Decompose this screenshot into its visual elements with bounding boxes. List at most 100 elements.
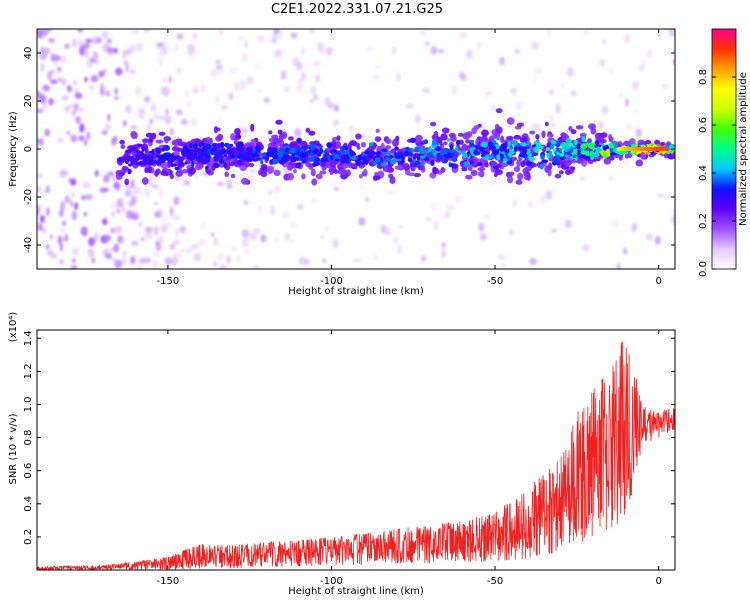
colorbar-label: Normalized spectral amplitude xyxy=(738,72,749,226)
spectrogram-cell xyxy=(228,92,234,101)
spectrogram-cell xyxy=(433,130,439,137)
spectrogram-cell xyxy=(497,254,505,260)
spectrogram-cell xyxy=(285,147,290,153)
spectrogram-cell xyxy=(151,148,155,156)
spectrogram-cell xyxy=(329,155,333,160)
spectrogram-cell xyxy=(662,84,669,89)
spectrogram-cell xyxy=(194,163,203,171)
spectrogram-cell xyxy=(236,254,241,264)
spectrogram-cell xyxy=(438,154,443,160)
spectrogram-cell xyxy=(349,140,357,146)
spectrogram-cell xyxy=(319,170,327,175)
spectrogram-cell xyxy=(252,265,260,269)
spectrogram-cell xyxy=(368,142,374,147)
spectrogram-cell xyxy=(657,193,665,198)
spectrogram-cell xyxy=(212,145,216,150)
spectrogram-cell xyxy=(401,156,405,163)
spectrogram-cell xyxy=(549,143,554,149)
spectrogram-cell xyxy=(592,152,600,158)
spectrogram-cell xyxy=(396,158,402,162)
snr-y-ticks: 0.2 0.4 0.6 0.8 1.0 1.2 1.4 xyxy=(23,330,675,545)
spectrogram-cell xyxy=(369,153,375,158)
spectrogram-cell xyxy=(529,257,537,265)
spectrogram-cell xyxy=(423,139,429,145)
spectrogram-cell xyxy=(508,150,516,155)
spectrogram-cell xyxy=(260,164,268,169)
spectrogram-cell xyxy=(260,234,267,243)
spectrogram-cell xyxy=(44,47,51,55)
spectrogram-cell xyxy=(541,130,546,139)
spectrogram-cell xyxy=(39,51,47,61)
spectrogram-cell xyxy=(372,74,380,81)
spectrogram-cell xyxy=(136,149,141,154)
spectrogram-cell xyxy=(189,149,195,154)
spectrogram-cell xyxy=(522,149,527,155)
spectrogram-cell xyxy=(476,162,483,167)
spectrogram-cell xyxy=(201,220,206,230)
spectrogram-cell xyxy=(286,164,294,171)
spectrogram-cell xyxy=(284,158,289,162)
colorbar-tick-label: 0.2 xyxy=(698,213,709,229)
spectrogram-cell xyxy=(198,152,203,157)
spectrogram-cell xyxy=(563,146,569,152)
spectrogram-cell xyxy=(64,195,70,204)
spectrogram-cell xyxy=(69,103,73,109)
spectrogram-cell xyxy=(541,159,549,163)
spectrogram-cell xyxy=(64,105,70,113)
spectrogram-cell xyxy=(107,171,115,177)
spectrogram-cell xyxy=(441,127,450,134)
spectrogram-cell xyxy=(274,184,280,195)
spectrogram-cell xyxy=(461,150,466,157)
spectrogram-cell xyxy=(545,190,553,201)
spectrogram-cell xyxy=(44,128,51,137)
spectrogram-cell xyxy=(564,169,572,175)
spectrogram-y-tick-label: 40 xyxy=(23,47,34,60)
spectrogram-cell xyxy=(280,70,286,80)
spectrogram-cell xyxy=(99,187,107,193)
spectrogram-cell xyxy=(319,147,324,155)
spectrogram-cell xyxy=(357,154,363,161)
spectrogram-cell xyxy=(435,146,442,152)
spectrogram-cell xyxy=(213,260,218,268)
spectrogram-cell xyxy=(246,146,253,152)
spectrogram-cell xyxy=(111,257,118,263)
spectrogram-cell xyxy=(342,155,350,163)
snr-y-tick-label: 1.4 xyxy=(23,330,34,346)
spectrogram-cell xyxy=(540,194,545,205)
spectrogram-cell xyxy=(272,155,276,159)
spectrogram-cell xyxy=(131,147,138,152)
spectrogram-cell xyxy=(362,133,368,141)
spectrogram-cell xyxy=(242,52,248,63)
spectrogram-cell xyxy=(60,227,66,235)
spectrogram-cell xyxy=(58,235,62,245)
spectrogram-cell xyxy=(340,145,345,152)
spectrogram-cell xyxy=(565,138,571,144)
spectrogram-cell xyxy=(289,141,298,149)
spectrogram-cell xyxy=(80,226,88,236)
spectrogram-cell xyxy=(107,113,111,122)
spectrogram-cell xyxy=(334,104,339,112)
spectrogram-cell xyxy=(570,166,576,171)
spectrogram-cell xyxy=(518,153,526,158)
spectrogram-cell xyxy=(480,141,488,148)
spectrogram-cell xyxy=(580,143,588,149)
spectrogram-cell xyxy=(360,182,364,190)
spectrogram-cell xyxy=(40,62,45,72)
spectrogram-cell xyxy=(514,48,520,55)
spectrogram-cell xyxy=(223,142,230,148)
spectrogram-cell xyxy=(336,135,341,141)
spectrogram-cell xyxy=(37,90,41,99)
spectrogram-cell xyxy=(226,179,232,187)
spectrogram-cell xyxy=(64,43,70,50)
snr-y-tick-label: 0.6 xyxy=(23,463,34,479)
spectrogram-cell xyxy=(216,133,224,141)
spectrogram-cell xyxy=(533,123,542,130)
spectrogram-cell xyxy=(298,256,307,266)
spectrogram-cell xyxy=(91,256,96,264)
spectrogram-cell xyxy=(471,127,478,135)
spectrogram-cell xyxy=(440,133,448,141)
spectrogram-cell xyxy=(214,59,222,65)
spectrogram-cell xyxy=(131,212,139,221)
spectrogram-cell xyxy=(440,167,446,173)
spectrogram-cell xyxy=(672,58,675,66)
